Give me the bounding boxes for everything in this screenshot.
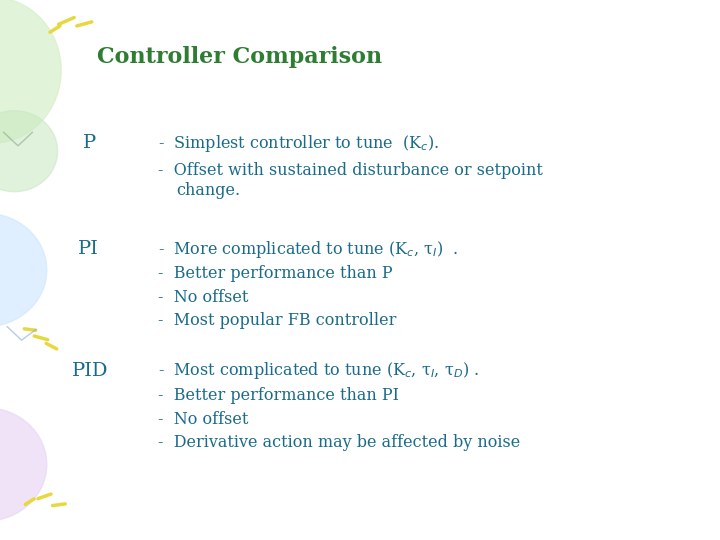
Ellipse shape	[0, 111, 58, 192]
Text: P: P	[83, 134, 96, 152]
Text: PI: PI	[78, 240, 99, 259]
Ellipse shape	[0, 213, 47, 327]
Text: -  Better performance than P: - Better performance than P	[158, 265, 393, 282]
Text: -  Offset with sustained disturbance or setpoint: - Offset with sustained disturbance or s…	[158, 161, 544, 179]
Text: change.: change.	[176, 181, 240, 199]
Text: -  Derivative action may be affected by noise: - Derivative action may be affected by n…	[158, 434, 521, 451]
Text: -  Most popular FB controller: - Most popular FB controller	[158, 312, 397, 329]
Text: -  No offset: - No offset	[158, 410, 249, 428]
Text: -  Most complicated to tune (K$_c$, τ$_I$, τ$_D$) .: - Most complicated to tune (K$_c$, τ$_I$…	[158, 361, 480, 381]
Ellipse shape	[0, 0, 61, 143]
Text: Controller Comparison: Controller Comparison	[97, 46, 382, 68]
Text: -  More complicated to tune (K$_c$, τ$_I$)  .: - More complicated to tune (K$_c$, τ$_I$…	[158, 239, 459, 260]
Text: -  No offset: - No offset	[158, 288, 249, 306]
Text: PID: PID	[72, 362, 109, 380]
Text: -  Simplest controller to tune  (K$_c$).: - Simplest controller to tune (K$_c$).	[158, 133, 439, 153]
Ellipse shape	[0, 408, 47, 521]
Text: -  Better performance than PI: - Better performance than PI	[158, 387, 400, 404]
